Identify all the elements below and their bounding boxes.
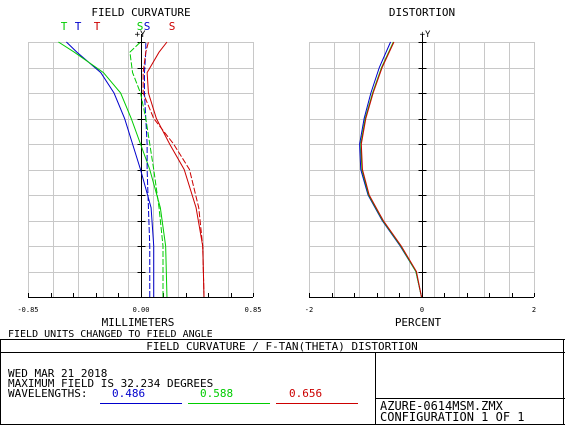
fc-series-line: [143, 42, 151, 297]
field-curvature-series: [58, 41, 205, 298]
file-name: AZURE-0614MSM.ZMX: [380, 399, 504, 413]
fc-series-line: [58, 41, 168, 298]
field-curvature-y-axis-label: +Y: [135, 30, 146, 40]
wavelength-value: 0.588: [200, 387, 233, 400]
maximum-field-text: MAXIMUM FIELD IS 32.234 DEGREES: [8, 377, 213, 390]
fc-series-line: [142, 41, 205, 298]
legend-label: S: [169, 20, 176, 33]
fc-series-line: [129, 41, 164, 297]
legend-label: S: [137, 20, 144, 33]
dist-x-tick-label: -2: [305, 306, 313, 314]
field-curvature-title: FIELD CURVATURE: [91, 6, 190, 19]
fc-x-tick-label: 0.00: [133, 306, 150, 314]
legend-label: T: [75, 20, 82, 33]
dist-series-line: [360, 41, 422, 298]
legend-label: T: [61, 20, 68, 33]
configuration-text: CONFIGURATION 1 OF 1: [380, 410, 525, 424]
wavelengths-label: WAVELENGTHS:: [8, 387, 87, 400]
distortion-y-axis-label: +Y: [420, 30, 431, 40]
date-text: WED MAR 21 2018: [8, 367, 107, 380]
analysis-title: FIELD CURVATURE / F-TAN(THETA) DISTORTIO…: [146, 340, 418, 353]
dist-x-tick-label: 2: [532, 306, 536, 314]
wavelength-value: 0.486: [112, 387, 145, 400]
distortion-plot-area: [309, 42, 534, 297]
distortion-x-axis-label: PERCENT: [395, 316, 442, 329]
distortion-title: DISTORTION: [389, 6, 455, 19]
field-units-note: FIELD UNITS CHANGED TO FIELD ANGLE: [8, 329, 213, 340]
fc-series-line: [146, 41, 205, 298]
dist-x-tick-label: 0: [420, 306, 424, 314]
fc-x-tick-label: -0.85: [17, 306, 38, 314]
legend-label: T: [94, 20, 101, 33]
legend-label: S: [144, 20, 151, 33]
distortion-grid: [309, 34, 535, 298]
field-curvature-x-axis-label: MILLIMETERS: [102, 316, 175, 329]
distortion-series: [359, 41, 422, 298]
wavelength-value: 0.656: [289, 387, 322, 400]
fc-x-tick-label: 0.85: [245, 306, 262, 314]
